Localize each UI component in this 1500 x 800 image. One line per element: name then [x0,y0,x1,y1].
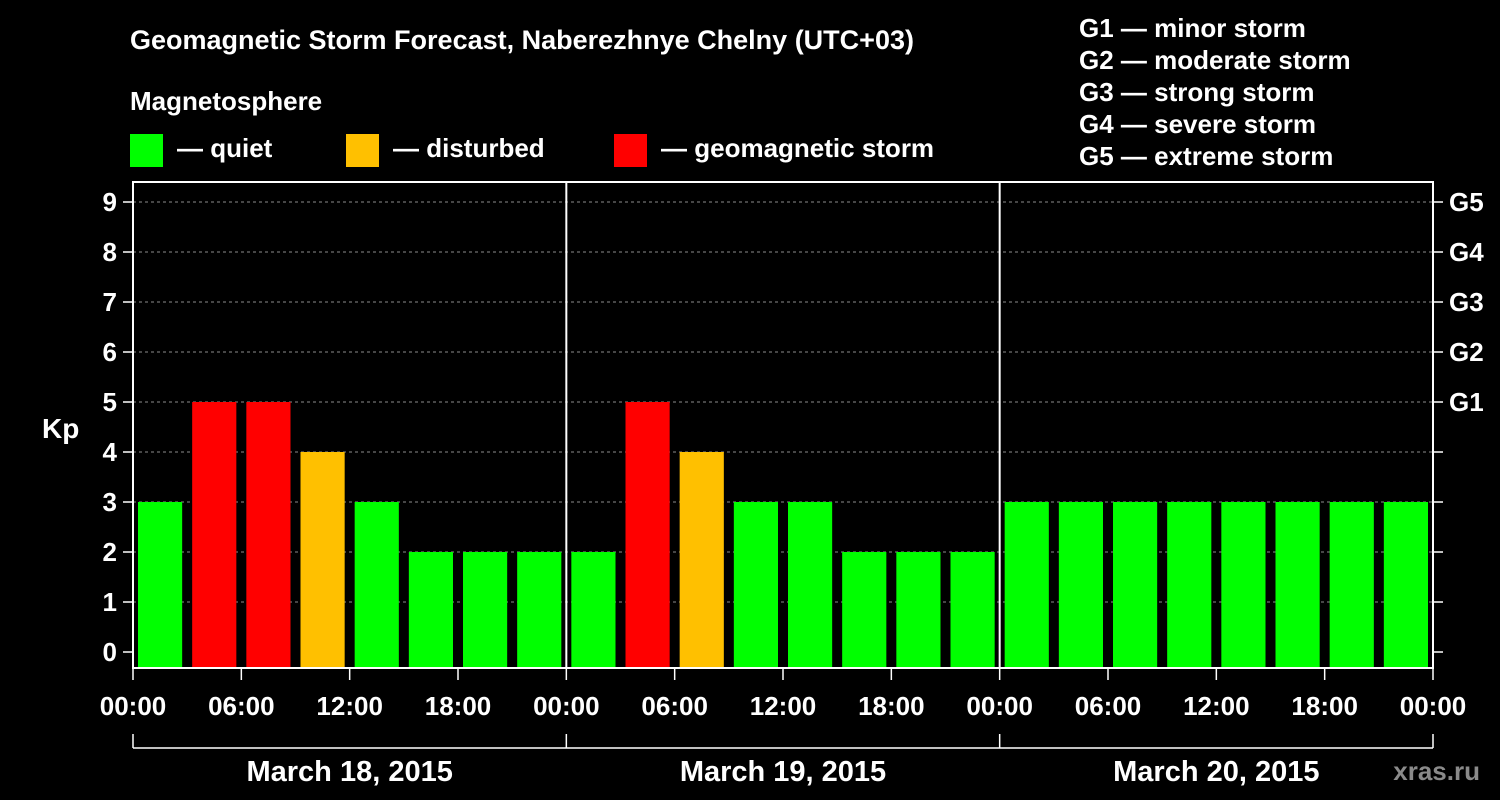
right-label-G2: G2 [1449,337,1484,367]
grid [133,201,1433,603]
legend-label-0: — quiet [177,133,273,163]
bar-23 [1383,502,1428,668]
x-tick-label-12: 00:00 [1400,691,1467,721]
bar-7 [517,552,562,668]
bar-6 [463,552,508,668]
bars [138,402,1428,668]
storm-scale-item-1: G2 — moderate storm [1079,45,1351,75]
y-tick-label-8: 8 [103,237,117,267]
date-label-0: March 18, 2015 [246,756,452,788]
bar-16 [1004,502,1049,668]
legend-swatch-2 [614,134,647,167]
storm-scale-item-2: G3 — strong storm [1079,77,1314,107]
x-tick-label-9: 06:00 [1075,691,1142,721]
bar-22 [1329,502,1374,668]
bar-9 [625,402,670,668]
x-tick-label-3: 18:00 [425,691,492,721]
bar-1 [192,402,237,668]
storm-scale-item-4: G5 — extreme storm [1079,141,1333,171]
bar-20 [1221,502,1266,668]
y-tick-label-6: 6 [103,337,117,367]
x-tick-label-5: 06:00 [641,691,708,721]
bar-4 [354,502,399,668]
legend-label-2: — geomagnetic storm [661,133,934,163]
bar-13 [842,552,887,668]
date-label-1: March 19, 2015 [680,756,886,788]
storm-scale-item-3: G4 — severe storm [1079,109,1316,139]
right-label-G4: G4 [1449,237,1484,267]
right-axis: G1 G2 G3 G4 G5 [1433,187,1484,653]
legend-title: Magnetosphere [130,86,322,116]
bar-3 [300,452,345,668]
legend-swatch-0 [130,134,163,167]
y-tick-label-9: 9 [103,187,117,217]
bar-17 [1058,502,1103,668]
x-tick-label-2: 12:00 [316,691,383,721]
y-tick-label-0: 0 [103,637,117,667]
bar-14 [896,552,941,668]
x-tick-label-4: 00:00 [533,691,600,721]
bar-18 [1113,502,1158,668]
bar-19 [1167,502,1212,668]
legend: — quiet — disturbed — geomagnetic storm [130,133,934,167]
right-label-G3: G3 [1449,287,1484,317]
y-tick-label-2: 2 [103,537,117,567]
y-tick-label-3: 3 [103,487,117,517]
y-tick-label-4: 4 [103,437,118,467]
legend-swatch-1 [346,134,379,167]
right-label-G5: G5 [1449,187,1484,217]
storm-scale-item-0: G1 — minor storm [1079,13,1306,43]
x-axis: 00:00 06:00 12:00 18:00 00:00 06:00 12:00 18:00… [100,668,1467,721]
x-tick-label-10: 12:00 [1183,691,1250,721]
y-tick-label-5: 5 [103,387,117,417]
bar-0 [138,502,183,668]
bar-2 [246,402,291,668]
bar-8 [571,552,616,668]
legend-label-1: — disturbed [393,133,545,163]
y-axis-label: Kp [42,413,79,444]
x-tick-label-0: 00:00 [100,691,167,721]
y-tick-label-1: 1 [103,587,117,617]
x-tick-label-11: 18:00 [1291,691,1358,721]
bar-21 [1275,502,1320,668]
date-label-2: March 20, 2015 [1113,756,1319,788]
y-axis: 0 1 2 3 4 5 6 7 8 9 [103,187,133,667]
source-label: xras.ru [1393,756,1480,786]
chart-title: Geomagnetic Storm Forecast, Naberezhnye … [130,25,914,55]
x-tick-label-6: 12:00 [750,691,817,721]
x-tick-label-7: 18:00 [858,691,925,721]
date-axis: March 18, 2015 March 19, 2015 March 20, 20… [132,734,1434,788]
bar-15 [950,552,995,668]
bar-10 [679,452,724,668]
x-tick-label-1: 06:00 [208,691,275,721]
bar-5 [408,552,453,668]
bar-12 [788,502,833,668]
y-tick-label-7: 7 [103,287,117,317]
right-label-G1: G1 [1449,387,1484,417]
x-tick-label-8: 00:00 [966,691,1033,721]
bar-11 [733,502,778,668]
